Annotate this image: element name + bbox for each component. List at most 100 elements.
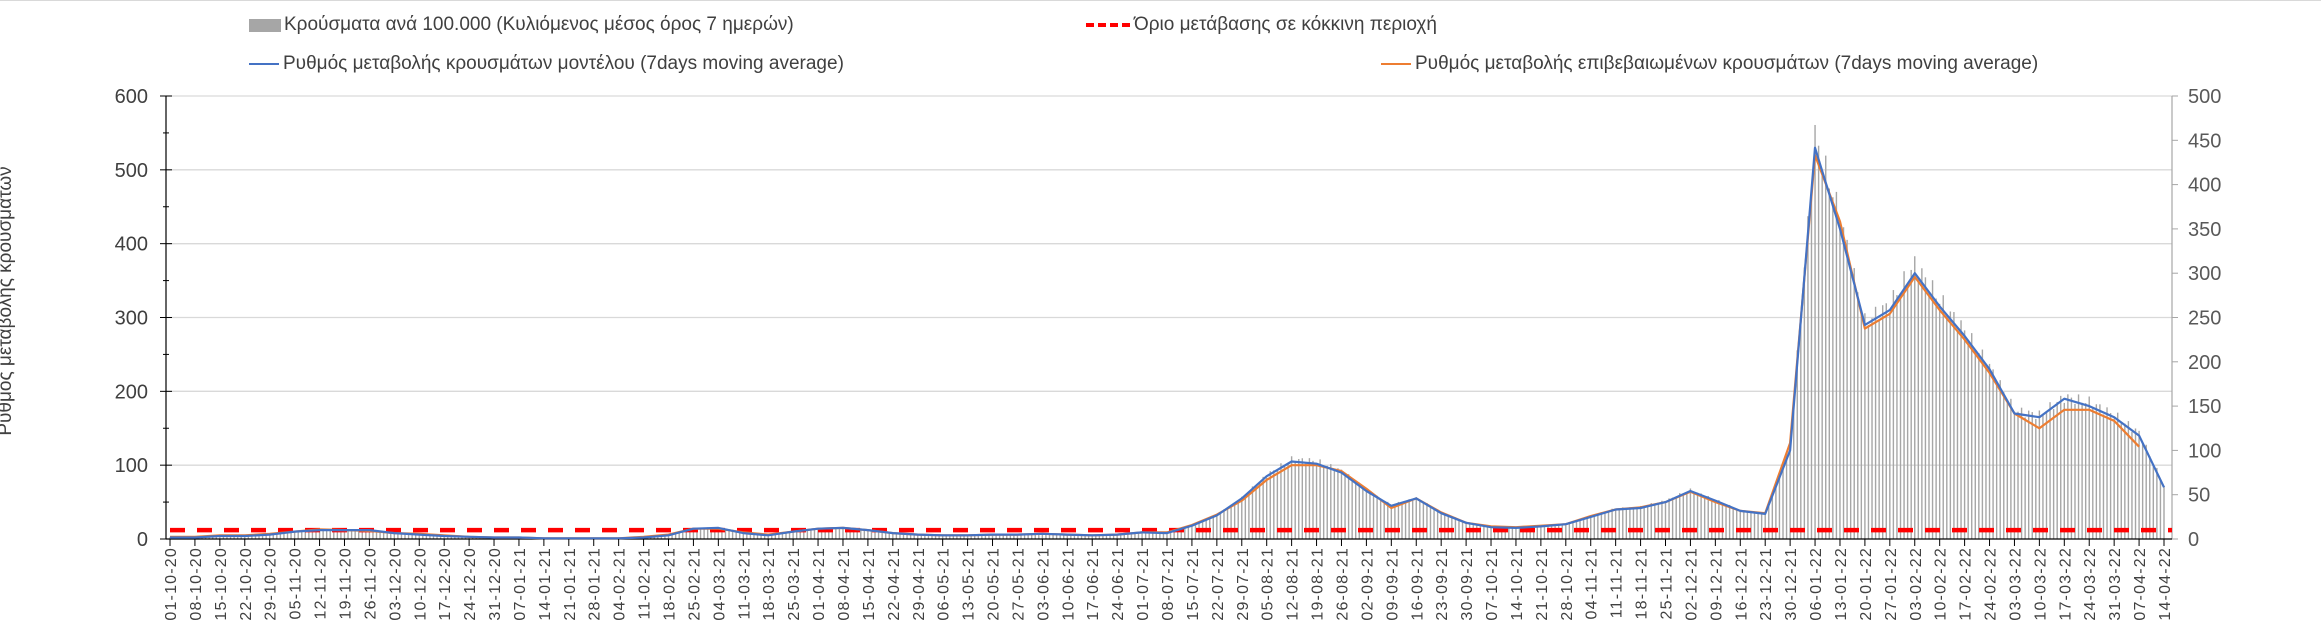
bar xyxy=(1251,486,1254,539)
bar xyxy=(411,534,413,539)
bar xyxy=(1194,523,1197,539)
bar xyxy=(699,528,702,539)
bar xyxy=(1750,511,1752,539)
bar xyxy=(222,536,225,539)
bar xyxy=(1988,363,1991,539)
bar xyxy=(817,528,819,539)
x-tick-label: 07-04-22 xyxy=(2132,547,2149,621)
bar xyxy=(308,530,310,539)
bar xyxy=(852,528,855,539)
bar xyxy=(1661,500,1663,539)
bar xyxy=(988,534,990,539)
x-tick-label: 19-08-21 xyxy=(1310,547,1327,621)
bar xyxy=(1664,502,1667,539)
x-tick-label: 10-02-22 xyxy=(1933,547,1950,621)
x-tick-label: 18-03-21 xyxy=(761,547,778,621)
bar xyxy=(1493,526,1496,539)
bar xyxy=(952,535,955,539)
bar xyxy=(881,531,883,539)
bar xyxy=(1248,492,1250,539)
bar xyxy=(1123,533,1125,539)
bar xyxy=(838,528,841,539)
bar xyxy=(1219,512,1222,539)
bar xyxy=(1985,367,1987,539)
bar xyxy=(788,532,791,539)
bar xyxy=(1369,490,1371,539)
bar xyxy=(696,527,698,539)
bar xyxy=(219,536,221,539)
bar xyxy=(1892,290,1895,539)
bar xyxy=(2117,412,2119,539)
bar xyxy=(1162,532,1165,539)
bar xyxy=(450,536,452,539)
bar xyxy=(2027,410,2030,539)
bar xyxy=(240,536,242,539)
bar xyxy=(1408,499,1410,539)
legend-label-model: Ρυθμός μεταβολής κρουσμάτων μοντέλου (7d… xyxy=(283,53,844,74)
bar xyxy=(867,530,869,539)
bar xyxy=(1803,267,1806,539)
bar xyxy=(1785,452,1788,539)
bar xyxy=(977,534,979,539)
bar xyxy=(1974,350,1976,539)
bar xyxy=(1440,513,1442,539)
bar xyxy=(742,532,744,539)
bar xyxy=(1180,528,1182,539)
bar xyxy=(1764,513,1766,539)
y-right-tick-label: 100 xyxy=(2188,440,2221,462)
y-right-tick-label: 350 xyxy=(2188,219,2221,241)
bar xyxy=(1059,534,1061,539)
bar xyxy=(820,528,823,539)
bar xyxy=(1700,493,1702,539)
bar xyxy=(1782,467,1784,539)
x-tick-label: 31-12-20 xyxy=(487,547,504,621)
bar xyxy=(1629,507,1631,539)
bar xyxy=(208,536,210,539)
x-tick-label: 03-12-20 xyxy=(387,547,404,621)
bar xyxy=(1077,534,1079,539)
bar xyxy=(774,534,777,539)
bar xyxy=(269,534,271,539)
bar xyxy=(1593,514,1595,539)
bar xyxy=(1597,514,1599,539)
bar xyxy=(1561,523,1563,539)
bar xyxy=(974,535,976,539)
bar xyxy=(2067,394,2069,539)
x-tick-label: 30-09-21 xyxy=(1459,547,1476,621)
x-tick-label: 26-11-20 xyxy=(362,547,379,619)
bar xyxy=(1269,471,1271,539)
bar xyxy=(831,527,833,539)
bar xyxy=(1112,534,1115,539)
bar xyxy=(1130,533,1133,539)
bar xyxy=(1963,330,1966,539)
bar xyxy=(1600,512,1603,539)
bar xyxy=(970,535,972,539)
bar xyxy=(1176,529,1179,539)
bar xyxy=(1045,533,1047,539)
bar xyxy=(856,529,858,539)
bar xyxy=(735,530,737,539)
bar xyxy=(1166,532,1168,539)
bar xyxy=(1148,532,1150,539)
bar xyxy=(660,535,663,539)
bar xyxy=(254,535,257,539)
bar xyxy=(1518,527,1521,539)
bar xyxy=(981,534,983,539)
bar xyxy=(333,530,335,539)
bar xyxy=(1330,464,1332,539)
x-tick-label: 17-06-21 xyxy=(1085,547,1102,621)
bar xyxy=(1027,534,1029,539)
bar xyxy=(1636,508,1638,539)
bar xyxy=(432,535,435,539)
bar xyxy=(1921,268,1923,539)
bar xyxy=(1775,483,1777,539)
bar xyxy=(842,527,844,539)
x-tick-label: 06-01-22 xyxy=(1808,547,1825,621)
x-tick-label: 27-01-22 xyxy=(1883,547,1900,621)
bar xyxy=(1084,535,1086,539)
bar xyxy=(1814,124,1816,540)
bar xyxy=(1486,525,1489,539)
legend-confirmed-swatch xyxy=(1381,63,1411,65)
bar xyxy=(1675,497,1677,539)
bar xyxy=(1184,527,1186,539)
